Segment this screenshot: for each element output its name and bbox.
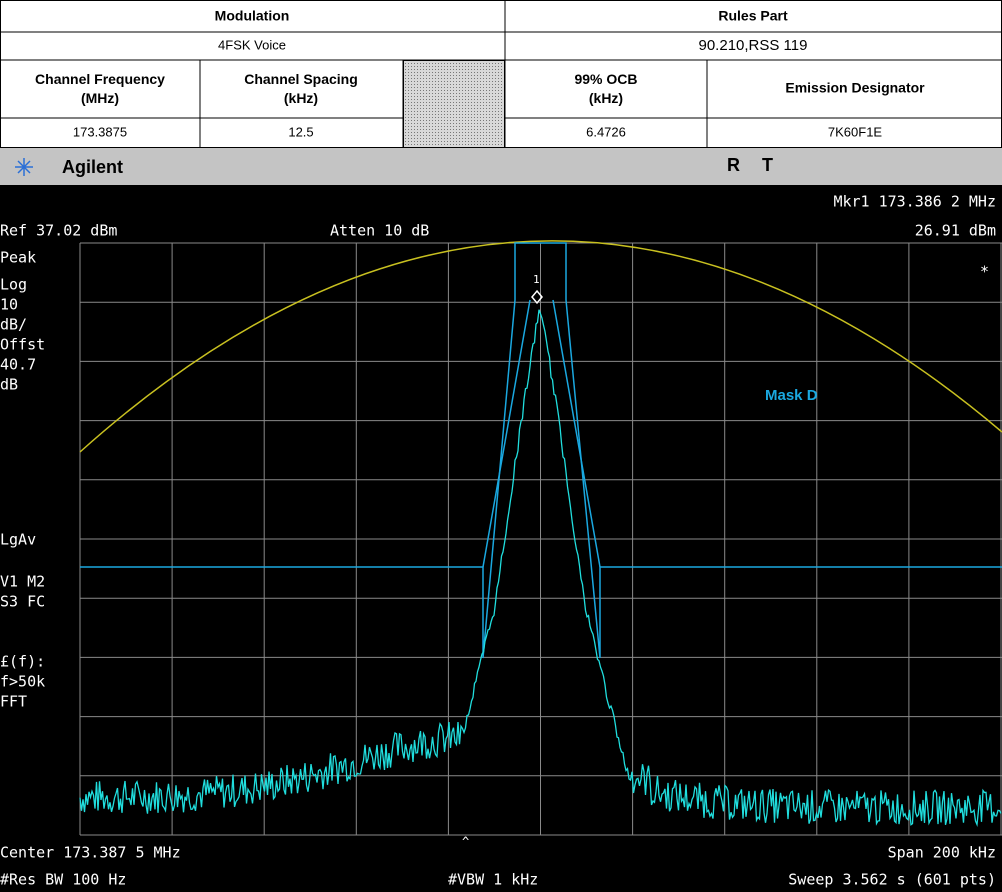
status: R: [727, 155, 740, 175]
cell: Modulation: [215, 8, 290, 24]
brand: Agilent: [62, 157, 123, 177]
marker-level: 26.91 dBm: [915, 222, 996, 240]
sweep: Sweep 3.562 s (601 pts): [788, 871, 996, 889]
cell: 7K60F1E: [828, 124, 883, 139]
cell: Channel Frequency (MHz): [35, 71, 165, 106]
caret: ^: [462, 835, 469, 849]
side-label: LgAv: [0, 531, 36, 549]
side-label: S3 FC: [0, 593, 45, 611]
instrument-bar: [0, 148, 1002, 185]
mask-line: [80, 242, 1002, 659]
cell: Emission Designator: [785, 80, 925, 96]
cell: 4FSK Voice: [218, 37, 286, 52]
side-label: 10: [0, 296, 18, 314]
marker-readout: Mkr1 173.386 2 MHz: [833, 193, 996, 211]
side-label: f>50k: [0, 673, 45, 691]
graticule: [79, 242, 1002, 836]
side-label: V1 M2: [0, 573, 45, 591]
span: Span 200 kHz: [888, 844, 996, 862]
mask-label: Mask D: [765, 387, 818, 404]
attenuation: Atten 10 dB: [330, 222, 429, 240]
status: T: [762, 155, 773, 175]
hatched-cell: [403, 60, 505, 148]
marker: [531, 289, 543, 305]
side-label: FFT: [0, 693, 27, 711]
side-label: dB/: [0, 316, 27, 334]
side-label: Peak: [0, 249, 36, 267]
table: [0, 0, 1002, 148]
center-frequency: Center 173.387 5 MHz: [0, 844, 181, 862]
side-label: Offst: [0, 336, 45, 354]
cell: Rules Part: [718, 8, 788, 24]
cell: 99% OCB (kHz): [574, 71, 637, 106]
cell: 90.210,RSS 119: [699, 37, 808, 54]
vbw: #VBW 1 kHz: [448, 871, 538, 889]
trace: [79, 309, 1002, 828]
cell: 6.4726: [586, 124, 626, 139]
ref-level: Ref 37.02 dBm: [0, 222, 117, 240]
side-label: Log: [0, 276, 27, 294]
cell: Channel Spacing (kHz): [244, 71, 358, 106]
side-label: £(f):: [0, 653, 45, 671]
limit-curve: [79, 240, 1002, 453]
mask-line: [482, 299, 601, 568]
star: *: [980, 263, 989, 281]
cell: 12.5: [288, 124, 313, 139]
agilent-logo: [15, 158, 33, 176]
side-label: dB: [0, 376, 18, 394]
cell: 173.3875: [73, 124, 127, 139]
marker-number: 1: [533, 273, 540, 286]
rbw: #Res BW 100 Hz: [0, 871, 126, 889]
side-label: 40.7: [0, 356, 36, 374]
